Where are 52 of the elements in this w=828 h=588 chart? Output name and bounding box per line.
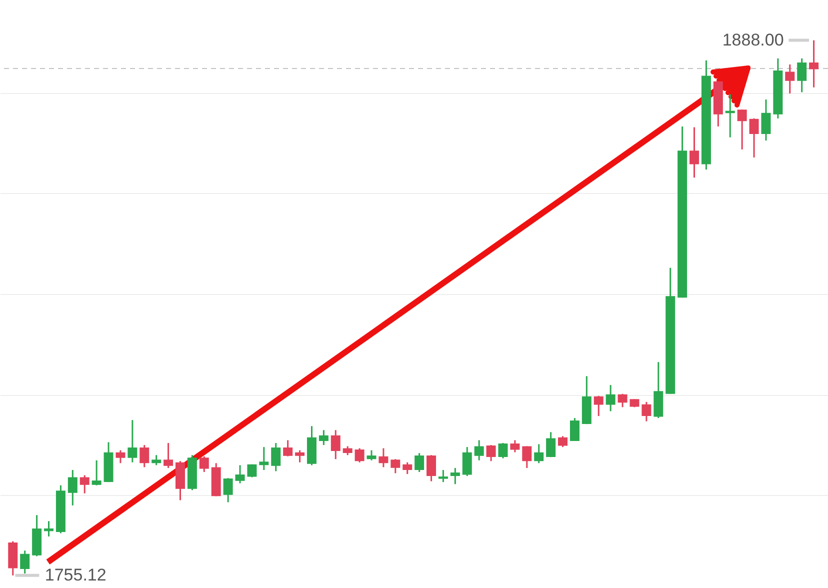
candlestick: [426, 454, 436, 482]
candlestick: [330, 429, 340, 460]
candlestick: [690, 126, 700, 178]
candlestick: [378, 448, 388, 468]
annotation: 1888.00: [722, 30, 784, 50]
candlestick: [44, 520, 54, 538]
candlestick: [546, 431, 556, 458]
candlestick: [164, 442, 174, 469]
candlestick: [558, 435, 568, 448]
candlestick: [749, 118, 759, 158]
candlestick: [462, 446, 472, 477]
candlestick: [366, 450, 376, 462]
annotation: 1755.12: [44, 565, 106, 584]
candlestick: [199, 456, 209, 473]
candlestick: [271, 442, 281, 472]
candlestick: [223, 477, 233, 503]
candlestick: [809, 40, 819, 88]
candlestick: [570, 417, 580, 442]
candlestick: [474, 439, 484, 462]
candlestick: [68, 469, 78, 506]
candlestick: [510, 439, 520, 454]
candlestick: [128, 419, 138, 464]
candlestick: [522, 445, 532, 469]
candlestick: [642, 401, 652, 422]
candlestick: [140, 444, 150, 468]
candlestick: [354, 448, 364, 464]
candlestick: [498, 442, 508, 460]
candlestick: [594, 395, 604, 417]
candlestick: [438, 469, 448, 483]
candlestick: [318, 429, 328, 446]
candlestick: [606, 384, 616, 412]
candlestick: [737, 108, 747, 150]
candlestick: [20, 550, 30, 574]
candlestick: [761, 98, 771, 142]
candlestick: [450, 467, 460, 485]
candlestick: [80, 474, 90, 494]
candlestick: [259, 446, 269, 471]
candlestick: [618, 393, 628, 408]
candlestick: [390, 458, 400, 474]
candlestick: [235, 464, 245, 484]
candlestick: [486, 444, 496, 462]
candlestick: [116, 450, 126, 464]
candlestick: [785, 64, 795, 94]
candlestick: [402, 462, 412, 475]
candlestick: [725, 93, 735, 138]
candlestick: [92, 460, 102, 486]
candlestick: [152, 454, 162, 466]
candlestick: [534, 443, 544, 464]
candlestick: [414, 452, 424, 473]
candlestick: [283, 439, 293, 458]
candlestick: [797, 58, 807, 93]
candlestick: [295, 450, 305, 464]
